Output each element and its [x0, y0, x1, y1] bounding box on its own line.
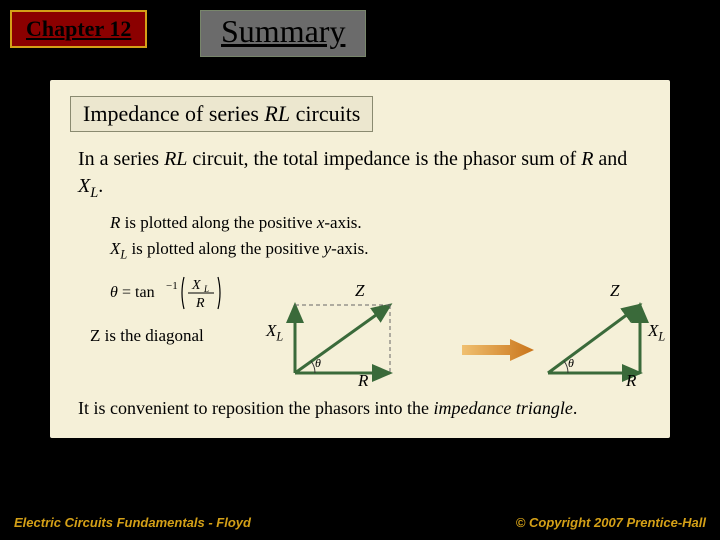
bullet-r-axis: R is plotted along the positive x-axis.: [110, 213, 650, 233]
label-xl1: XL: [266, 321, 283, 344]
label-z2: Z: [610, 281, 619, 301]
chapter-badge: Chapter 12: [10, 10, 147, 48]
label-z1: Z: [355, 281, 364, 301]
phasor-diagram: θ: [285, 283, 415, 388]
summary-title: Summary: [200, 10, 366, 57]
label-xl2: XL: [648, 321, 665, 344]
closing-text: It is convenient to reposition the phaso…: [78, 397, 642, 420]
label-r2: R: [626, 371, 636, 391]
section-heading: Impedance of series RL circuits: [70, 96, 373, 132]
svg-text:θ: θ: [568, 356, 574, 370]
impedance-triangle: θ: [540, 283, 660, 388]
label-r1: R: [358, 371, 368, 391]
transition-arrow-icon: [460, 337, 536, 363]
footer-left: Electric Circuits Fundamentals - Floyd: [14, 515, 251, 530]
summary-label: Summary: [221, 13, 345, 49]
footer-right: © Copyright 2007 Prentice-Hall: [516, 515, 706, 530]
chapter-label: Chapter 12: [26, 16, 131, 41]
diagram-row: θ Z XL R: [70, 279, 650, 387]
bullet-xl-axis: XL is plotted along the positive y-axis.: [110, 239, 650, 262]
intro-text: In a series RL circuit, the total impeda…: [78, 146, 642, 203]
svg-text:θ: θ: [315, 356, 321, 370]
content-panel: Impedance of series RL circuits In a ser…: [50, 80, 670, 438]
